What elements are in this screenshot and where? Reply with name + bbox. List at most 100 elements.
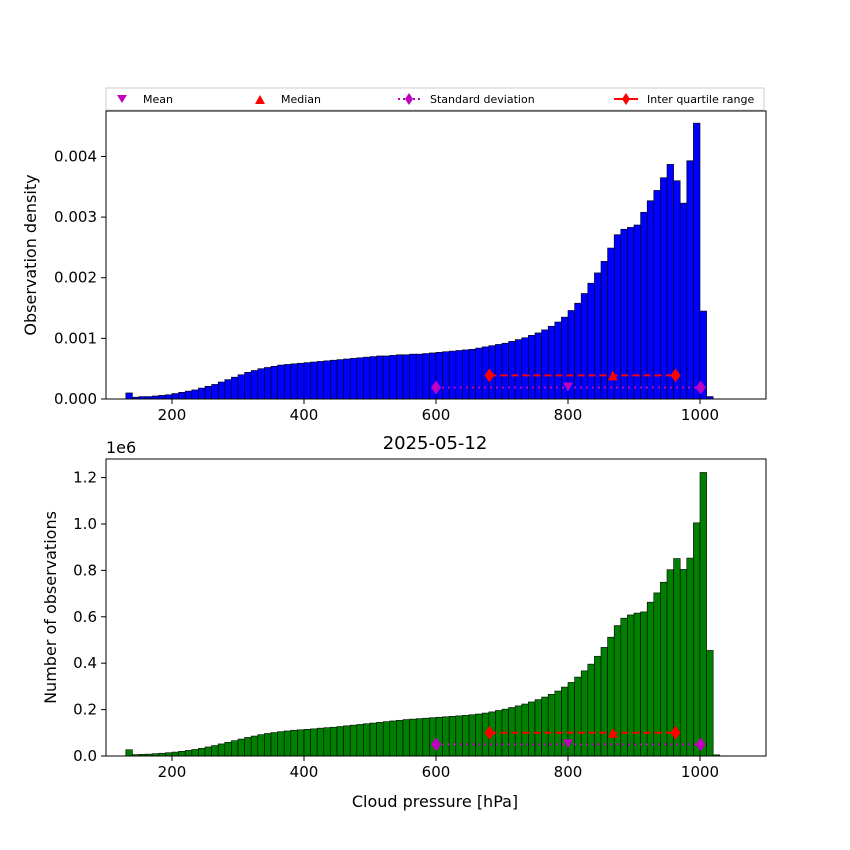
- top-bar: [633, 224, 641, 400]
- top-bar: [316, 361, 325, 400]
- top-x-tick-label: 200: [158, 406, 187, 424]
- bottom-std-marker: [431, 737, 441, 752]
- bottom-bar: [125, 749, 133, 757]
- bottom-bar: [600, 647, 608, 757]
- top-bar: [336, 359, 344, 400]
- bottom-bar: [475, 713, 483, 757]
- bottom-median-marker: [607, 727, 618, 738]
- bottom-panel: 2025-05-12 1e6 Cloud pressure [hPa] Numb…: [41, 433, 767, 811]
- top-bar: [646, 200, 655, 400]
- top-bar: [600, 261, 608, 400]
- top-bar: [363, 356, 371, 400]
- top-bar: [290, 363, 298, 400]
- top-y-axis-label: Observation density: [21, 174, 40, 335]
- bottom-bar: [184, 750, 193, 757]
- bottom-y-tick-label: 1.2: [73, 469, 97, 487]
- top-median-marker: [607, 370, 618, 381]
- bottom-bar: [706, 650, 714, 757]
- bottom-bar: [303, 729, 311, 757]
- bottom-bar: [660, 581, 668, 757]
- bottom-bar: [521, 703, 529, 757]
- top-bar: [244, 372, 252, 400]
- bottom-bar: [528, 701, 536, 757]
- bottom-bar: [171, 751, 179, 757]
- top-bar: [257, 368, 265, 400]
- top-bar: [528, 335, 536, 400]
- bottom-bar: [178, 751, 186, 757]
- top-bar: [349, 358, 358, 400]
- top-bar: [442, 351, 450, 400]
- top-bar: [640, 211, 648, 400]
- bottom-bar: [435, 716, 443, 757]
- top-bar: [369, 356, 377, 400]
- bottom-bar: [640, 611, 648, 757]
- top-bar: [356, 357, 364, 400]
- top-bar: [297, 362, 305, 400]
- top-bar: [627, 227, 635, 400]
- bottom-iqr-marker: [484, 725, 495, 740]
- bottom-bar: [369, 722, 377, 757]
- top-iqr-marker: [484, 368, 495, 383]
- top-bar: [396, 354, 404, 400]
- bottom-bar: [587, 663, 595, 757]
- top-bar: [165, 394, 173, 400]
- top-bar: [217, 381, 226, 400]
- top-bar: [310, 361, 318, 400]
- bottom-bar: [389, 720, 397, 757]
- top-bar: [422, 353, 430, 400]
- bottom-bar: [508, 707, 516, 757]
- bottom-bar: [376, 722, 384, 757]
- top-bar: [204, 385, 212, 400]
- bottom-bar: [462, 715, 470, 757]
- bottom-bar: [673, 558, 681, 757]
- bottom-iqr-marker: [670, 725, 681, 740]
- bottom-bar: [422, 717, 430, 757]
- bottom-bar: [534, 699, 542, 757]
- bottom-bar: [620, 617, 628, 757]
- top-bar: [541, 329, 549, 400]
- bottom-bar: [257, 734, 265, 757]
- bottom-bar: [580, 670, 589, 757]
- bottom-bar: [363, 723, 371, 757]
- top-x-tick-label: 1000: [681, 406, 719, 424]
- top-bar: [653, 190, 661, 400]
- bottom-std-marker: [695, 737, 706, 752]
- top-bar: [283, 364, 292, 400]
- top-std-marker: [431, 380, 441, 395]
- bottom-bar: [277, 731, 285, 757]
- bottom-bar: [514, 705, 523, 757]
- bottom-bar: [237, 738, 245, 757]
- bottom-bar: [607, 636, 615, 757]
- top-bar: [554, 321, 562, 400]
- top-x-tick-label: 800: [554, 406, 583, 424]
- top-bar: [389, 355, 397, 400]
- top-y-tick-label: 0.003: [54, 208, 97, 226]
- legend-entry-std: Standard deviation: [398, 93, 535, 106]
- top-bar: [171, 393, 179, 400]
- bottom-bar: [211, 745, 219, 757]
- bottom-bar: [633, 612, 641, 757]
- top-y-tick-label: 0.000: [54, 390, 97, 408]
- top-bar: [330, 359, 338, 400]
- top-bar: [191, 389, 199, 400]
- top-bar: [679, 202, 688, 400]
- bottom-y-axis-label: Number of observations: [41, 511, 60, 704]
- chart-title: 2025-05-12: [383, 433, 488, 454]
- top-bar: [415, 353, 424, 400]
- top-bar: [402, 354, 410, 400]
- bottom-bar: [231, 740, 239, 757]
- top-bar: [158, 395, 166, 400]
- bottom-bar: [356, 724, 364, 757]
- top-bar: [514, 339, 523, 400]
- bottom-bar: [191, 749, 199, 757]
- bottom-bar: [541, 696, 549, 757]
- legend-frame: [105, 87, 765, 111]
- bottom-bar: [627, 614, 635, 757]
- legend: Mean Median Standard deviation Inter qua…: [105, 87, 765, 111]
- top-bar: [468, 348, 476, 400]
- bottom-bar: [343, 725, 351, 757]
- top-x-tick-label: 400: [290, 406, 319, 424]
- top-bar: [495, 344, 503, 400]
- bottom-bar: [468, 714, 476, 757]
- top-y-tick-label: 0.002: [54, 269, 97, 287]
